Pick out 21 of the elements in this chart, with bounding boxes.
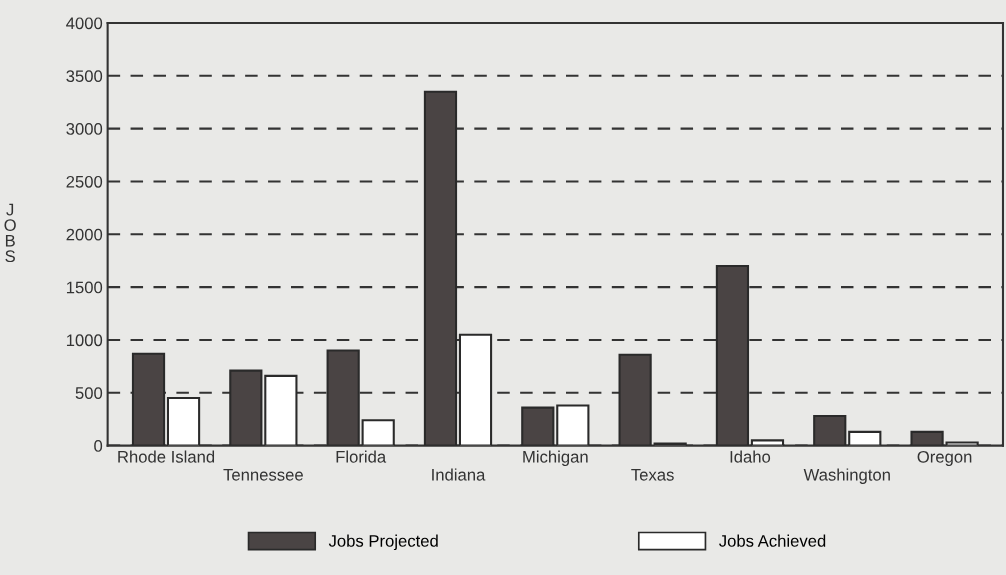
y-tick-label: 500: [75, 387, 103, 399]
legend-label: Jobs Achieved: [719, 534, 826, 547]
y-tick-label: 0: [94, 440, 103, 452]
y-axis-title: JOBS: [4, 203, 16, 263]
y-tick-label: 2500: [66, 175, 103, 188]
x-tick-label: Texas: [631, 469, 674, 481]
x-tick-label: Michigan: [523, 450, 588, 467]
y-tick-label: 3000: [66, 123, 103, 135]
x-tick-label: Florida: [336, 450, 387, 463]
x-tick-label: Tennessee: [223, 469, 303, 481]
x-tick-label: Idaho: [730, 450, 771, 463]
x-tick-label: Oregon: [917, 450, 972, 467]
y-tick-label: 4000: [66, 17, 103, 30]
legend-label: Jobs Projected: [328, 534, 438, 551]
y-tick-label: 1000: [66, 334, 103, 347]
x-tick-label: Indiana: [432, 468, 486, 481]
y-tick-label: 2000: [66, 228, 103, 241]
x-tick-label: Washington: [803, 468, 890, 484]
y-tick-label: 1500: [66, 281, 103, 294]
x-tick-label: Rhode Island: [118, 450, 215, 463]
y-tick-label: 3500: [66, 70, 103, 83]
